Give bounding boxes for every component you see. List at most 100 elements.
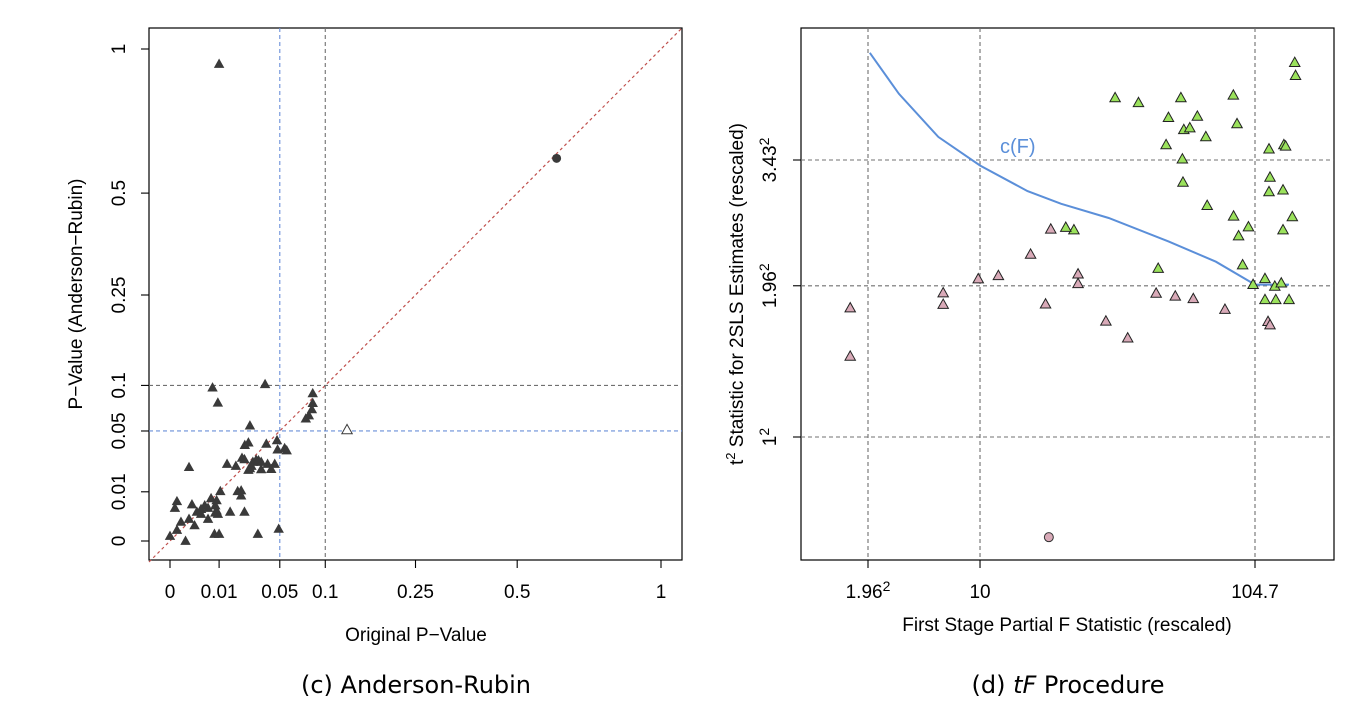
y-label-sup: 2 bbox=[723, 452, 738, 459]
data-point-open-triangle bbox=[340, 423, 354, 435]
data-point-triangle bbox=[244, 420, 256, 430]
data-point-triangle bbox=[235, 490, 247, 500]
caption-right-italic: tF bbox=[1013, 671, 1037, 699]
data-point-triangle bbox=[175, 516, 187, 526]
data-point-triangle bbox=[211, 494, 222, 505]
caption-right-suffix: Procedure bbox=[1036, 671, 1164, 699]
data-point-triangle bbox=[210, 500, 221, 510]
data-point-triangle bbox=[171, 524, 183, 534]
data-point-triangle bbox=[183, 461, 195, 472]
data-point-triangle bbox=[1152, 261, 1165, 273]
x-tick-label: 1 bbox=[656, 582, 667, 603]
x-tick-label: 0.1 bbox=[312, 582, 338, 603]
data-point-triangle bbox=[273, 523, 284, 533]
data-point-triangle bbox=[252, 528, 264, 538]
data-point-triangle bbox=[1276, 183, 1290, 195]
data-point-triangle bbox=[307, 397, 318, 408]
data-point-triangle bbox=[1169, 289, 1182, 301]
x-tick-text: 1.96 bbox=[846, 582, 883, 603]
y-axis-label-left: P−Value (Anderson−Rubin) bbox=[66, 179, 87, 410]
data-point-triangle bbox=[169, 502, 181, 512]
data-point-triangle bbox=[1044, 222, 1057, 234]
x-tick-label: 0.5 bbox=[504, 582, 530, 603]
data-point-triangle bbox=[1218, 302, 1232, 314]
data-point-triangle bbox=[1232, 229, 1245, 241]
data-point-triangle bbox=[1187, 292, 1200, 304]
data-point-triangle bbox=[255, 463, 267, 474]
data-point-triangle bbox=[224, 506, 236, 516]
y-tick-sup: 2 bbox=[756, 263, 772, 271]
y-tick-sup: 2 bbox=[756, 137, 772, 145]
y-tick-text: 1 bbox=[760, 436, 781, 447]
data-point-triangle bbox=[1269, 293, 1282, 305]
data-point-triangle bbox=[1230, 117, 1244, 129]
data-point-triangle bbox=[164, 530, 176, 540]
plot-frame-right bbox=[800, 27, 1335, 561]
x-tick-label: 1.962 bbox=[846, 578, 891, 603]
data-point-triangle bbox=[213, 528, 225, 538]
data-point-triangle bbox=[202, 502, 214, 512]
data-point-triangle bbox=[1247, 278, 1260, 289]
data-point-triangle bbox=[239, 506, 250, 516]
plot-frame-left bbox=[148, 27, 683, 561]
y-label-rest: Statistic for 2SLS Estimates (rescaled) bbox=[727, 123, 748, 452]
y-tick-text: 3.43 bbox=[760, 145, 781, 182]
data-point-triangle bbox=[1258, 293, 1272, 305]
data-point-triangle bbox=[1191, 109, 1204, 121]
data-point-circle bbox=[1043, 532, 1054, 543]
y-tick-text: 1.96 bbox=[760, 271, 781, 308]
data-point-triangle bbox=[1227, 209, 1240, 221]
data-point-triangle bbox=[1262, 142, 1276, 154]
data-point-triangle bbox=[1275, 276, 1288, 288]
data-point-triangle bbox=[844, 349, 857, 361]
data-point-triangle bbox=[171, 495, 183, 506]
data-point-triangle bbox=[1276, 223, 1290, 235]
data-point-triangle bbox=[972, 272, 985, 284]
data-point-triangle bbox=[992, 269, 1005, 281]
data-point-triangle bbox=[1263, 170, 1277, 182]
data-point-triangle bbox=[213, 58, 225, 68]
y-tick-label: 0.05 bbox=[109, 412, 130, 449]
data-points-right bbox=[844, 56, 1302, 543]
data-point-triangle bbox=[281, 445, 292, 455]
data-point-triangle bbox=[1288, 56, 1301, 68]
data-point-triangle bbox=[1282, 293, 1296, 305]
data-point-triangle bbox=[1258, 272, 1272, 284]
x-tick-label: 10 bbox=[969, 582, 990, 603]
data-point-triangle bbox=[239, 439, 251, 449]
y-label-t: t bbox=[727, 459, 748, 465]
y-tick-label: 0.01 bbox=[109, 473, 130, 510]
caption-left: (c) Anderson-Rubin bbox=[301, 671, 531, 699]
y-tick-label: 1 bbox=[109, 44, 130, 55]
data-point-triangle bbox=[212, 397, 224, 407]
data-point-triangle bbox=[1176, 152, 1189, 164]
x-tick-text: 104.7 bbox=[1231, 582, 1279, 603]
data-point-triangle bbox=[189, 519, 200, 530]
data-point-triangle bbox=[306, 403, 318, 414]
curve-label: c(F) bbox=[1000, 136, 1036, 158]
data-point-triangle bbox=[1174, 91, 1187, 103]
data-point-triangle bbox=[1160, 138, 1173, 150]
data-point-triangle bbox=[937, 286, 950, 298]
data-point-triangle bbox=[1183, 121, 1196, 133]
caption-right: (d) tF Procedure bbox=[971, 671, 1164, 699]
data-point-triangle bbox=[1176, 175, 1190, 187]
data-point-triangle bbox=[1024, 247, 1037, 259]
x-axis-label-left: Original P−Value bbox=[345, 625, 487, 646]
data-point-triangle bbox=[271, 434, 283, 445]
data-point-triangle bbox=[844, 301, 857, 313]
data-point-triangle bbox=[259, 378, 271, 389]
data-point-triangle bbox=[1279, 139, 1292, 151]
x-tick-label: 0.01 bbox=[201, 582, 238, 603]
x-tick-label: 0.25 bbox=[397, 582, 434, 603]
data-point-triangle bbox=[1059, 221, 1072, 232]
data-point-triangle bbox=[1227, 88, 1240, 100]
data-point-triangle bbox=[1199, 130, 1212, 142]
data-point-triangle bbox=[307, 387, 318, 398]
y-tick-label: 1.962 bbox=[756, 263, 781, 308]
data-point-triangle bbox=[212, 508, 224, 518]
data-point-triangle bbox=[186, 499, 198, 509]
data-point-triangle bbox=[261, 438, 272, 448]
